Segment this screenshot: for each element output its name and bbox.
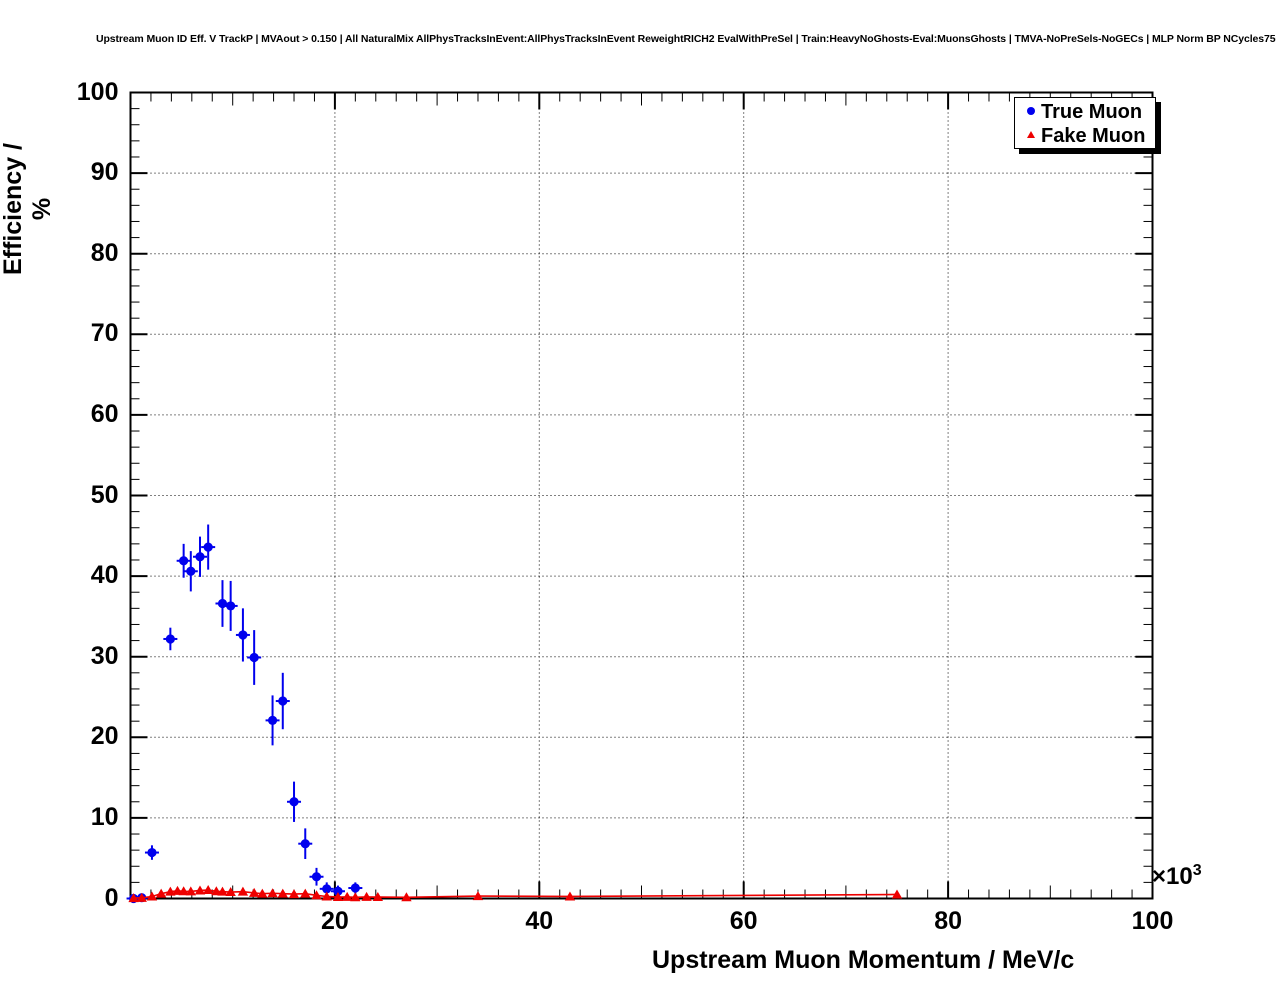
x-axis-tick-label: 80 <box>934 906 962 935</box>
y-axis-tick-label: 100 <box>76 77 119 106</box>
data-point <box>147 847 157 858</box>
data-point <box>165 886 176 896</box>
data-point <box>178 886 189 896</box>
data-point <box>341 891 353 901</box>
data-point <box>185 886 196 896</box>
data-point <box>249 652 259 663</box>
x-axis-title: Upstream Muon Momentum / MeV/c <box>652 946 1075 974</box>
legend-label: Fake Muon <box>1041 124 1146 147</box>
page-title: Upstream Muon ID Eff. V TrackP | MVAout … <box>96 33 1276 45</box>
y-axis-tick-label: 50 <box>90 480 119 509</box>
y-axis-tick-label: 30 <box>90 641 119 670</box>
data-point <box>186 566 196 576</box>
data-point <box>322 884 332 894</box>
exponent-prefix: ×10 <box>1152 863 1193 890</box>
legend-item-true-muon[interactable]: True Muon <box>1023 99 1142 125</box>
y-axis-tick-label: 20 <box>90 722 119 751</box>
data-point <box>237 886 249 896</box>
data-point <box>321 891 332 901</box>
y-axis-tick-label: 60 <box>90 399 119 428</box>
data-point <box>195 552 205 562</box>
data-point <box>332 892 344 902</box>
exponent-power: 3 <box>1192 862 1202 879</box>
data-point <box>203 542 213 552</box>
data-point <box>225 887 236 897</box>
data-point <box>179 556 189 566</box>
x-axis-exponent: ×103 <box>1152 862 1202 891</box>
data-point <box>311 872 322 882</box>
data-point <box>194 885 206 895</box>
data-point <box>891 889 903 899</box>
y-axis-tick-label: 0 <box>104 883 119 912</box>
data-point <box>472 891 484 901</box>
data-point <box>333 886 343 896</box>
legend-circle-icon <box>1023 103 1039 122</box>
series-fake-muon <box>128 885 903 903</box>
legend-item-fake-muon[interactable]: Fake Muon <box>1023 123 1145 149</box>
x-axis-tick-label: 40 <box>525 906 554 935</box>
y-axis-tick-label: 70 <box>90 319 119 348</box>
x-axis-tick-label: 100 <box>1131 906 1174 935</box>
data-point <box>128 893 139 903</box>
data-point <box>401 892 412 902</box>
data-point <box>226 601 236 611</box>
y-axis-tick-label: 90 <box>90 158 119 187</box>
data-point <box>289 797 299 807</box>
legend-triangle-icon <box>1023 127 1039 146</box>
legend-label: True Muon <box>1041 100 1143 123</box>
data-point <box>277 888 288 898</box>
y-axis-tick-label: 80 <box>90 238 119 267</box>
data-point <box>238 630 248 640</box>
data-point <box>267 715 278 725</box>
series-line <box>133 889 898 899</box>
data-point <box>288 889 300 899</box>
data-point <box>350 892 361 902</box>
data-point <box>202 885 214 895</box>
data-point <box>136 892 147 902</box>
y-axis-tick-label: 10 <box>90 802 119 831</box>
data-point <box>300 839 310 849</box>
data-point <box>300 888 311 898</box>
data-point <box>350 883 360 893</box>
data-point <box>217 886 228 896</box>
data-point <box>267 888 278 898</box>
data-point <box>257 888 268 898</box>
data-point <box>311 890 322 900</box>
data-point <box>564 891 576 901</box>
legend-box[interactable]: True Muon Fake Muon <box>1014 97 1156 149</box>
data-point <box>372 892 384 902</box>
data-point <box>248 887 260 897</box>
x-axis-tick-label: 60 <box>729 906 758 935</box>
data-point <box>155 888 167 898</box>
x-axis-tick-label: 20 <box>320 906 349 935</box>
data-point <box>278 696 288 706</box>
data-point <box>146 891 158 901</box>
y-axis-tick-label: 40 <box>90 561 119 590</box>
series-true-muon <box>126 524 363 904</box>
data-point <box>165 634 175 644</box>
data-point <box>361 891 372 901</box>
